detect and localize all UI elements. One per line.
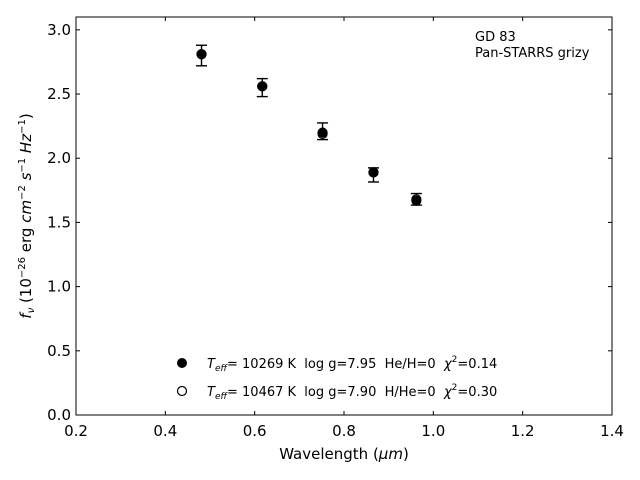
legend-1-chi-val: =0.14 (457, 357, 497, 372)
x-tick-label: 0.8 (332, 422, 356, 440)
model-point-filled (257, 81, 268, 92)
x-tick-label: 0.6 (243, 422, 267, 440)
y-tick-label: 2.5 (47, 85, 71, 103)
y-label-s: s (17, 172, 35, 185)
y-label-close: ) (17, 113, 35, 119)
plot-frame (75, 16, 613, 416)
y-tick-label: 1.0 (47, 278, 71, 296)
x-axis-label: Wavelength (μm) (279, 445, 409, 463)
y-label-exp2: −2 (17, 185, 28, 200)
legend-marker-open (176, 385, 188, 397)
legend-1-chi-exp: 2 (452, 355, 458, 365)
y-label-open: (10 (17, 278, 35, 308)
axis-ticks: 0.2 0.4 0.6 0.8 1.0 1.2 1.4 0.0 0.5 1.0 1.5 2.0 2.5 3… (47, 17, 624, 440)
legend-marker-filled (177, 358, 187, 368)
legend-2-eff: eff (215, 392, 229, 402)
legend: Teff= 10269 K log g=7.95 He/H=0 χ2=0.14 … (176, 355, 497, 402)
x-tick-label: 1.2 (511, 422, 535, 440)
y-tick-label: 2.0 (47, 149, 71, 167)
legend-2-text: = 10467 K log g=7.90 H/He=0 (227, 385, 444, 400)
legend-2-T: T (207, 385, 216, 400)
annotation-survey: Pan-STARRS grizy (475, 46, 590, 61)
model-point-filled (317, 127, 328, 138)
x-axis-label-unit: μm (378, 445, 403, 463)
model-point-filled (196, 49, 207, 60)
y-label-f: f (17, 311, 35, 319)
x-tick-label: 0.4 (153, 422, 177, 440)
legend-1-text: = 10269 K log g=7.95 He/H=0 (227, 357, 444, 372)
y-label-exp3: −1 (17, 158, 28, 173)
x-tick-label: 1.4 (600, 422, 624, 440)
y-tick-label: 0.0 (47, 406, 71, 424)
legend-1-T: T (207, 357, 216, 372)
y-tick-label: 0.5 (47, 342, 71, 360)
model-point-filled (368, 167, 379, 178)
model-point-filled (411, 195, 422, 206)
legend-label-2: Teff= 10467 K log g=7.90 H/He=0 χ2=0.30 (207, 383, 497, 402)
legend-2-chi: χ (443, 385, 453, 400)
y-tick-label: 3.0 (47, 21, 71, 39)
legend-1-chi: χ (443, 357, 453, 372)
y-axis-label: fν (10−26 erg cm−2 s−1 Hz−1) (17, 113, 37, 318)
y-label-exp1: −26 (17, 257, 28, 278)
y-label-nu: ν (26, 307, 37, 313)
y-label-erg: erg (17, 223, 35, 257)
y-tick-label: 1.5 (47, 213, 71, 231)
x-tick-label: 0.2 (64, 422, 88, 440)
legend-1-eff: eff (215, 364, 229, 374)
legend-label-1: Teff= 10269 K log g=7.95 He/H=0 χ2=0.14 (207, 355, 497, 374)
legend-2-chi-val: =0.30 (457, 385, 497, 400)
y-label-hz: Hz (17, 133, 35, 158)
x-axis-label-close: ) (403, 445, 409, 463)
legend-2-chi-exp: 2 (452, 383, 458, 393)
x-axis-label-text: Wavelength ( (279, 445, 379, 463)
y-label-cm: cm (17, 200, 35, 223)
x-tick-label: 1.0 (421, 422, 445, 440)
annotation-object-name: GD 83 (475, 30, 516, 45)
y-label-exp4: −1 (17, 119, 28, 134)
data-points (196, 44, 422, 206)
